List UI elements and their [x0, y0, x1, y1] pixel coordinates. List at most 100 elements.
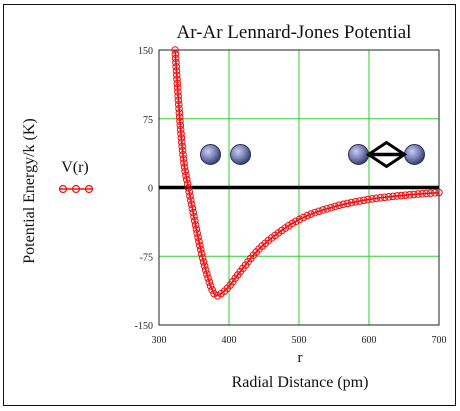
data-point [311, 208, 319, 217]
x-tick-labels: 300 400 500 600 700 [152, 335, 447, 346]
data-point [364, 195, 372, 204]
data-point [393, 192, 401, 200]
data-point [208, 286, 216, 294]
x-axis-label: Radial Distance (pm) [232, 374, 369, 391]
data-point [171, 54, 180, 63]
data-point [200, 262, 209, 270]
data-point [295, 215, 304, 224]
data-point [180, 159, 188, 167]
legend-label-vr: V(r) [61, 159, 89, 176]
data-point [175, 104, 183, 113]
data-point [339, 200, 347, 209]
legend-marker-vr [58, 184, 68, 194]
data-point [181, 167, 189, 176]
data-point [299, 213, 308, 222]
data-point [177, 138, 186, 146]
legend-marker-vr [71, 184, 81, 194]
data-point [175, 109, 184, 117]
y-tick-label: 0 [148, 184, 153, 195]
atom-illustration [200, 140, 425, 169]
data-point [401, 191, 410, 199]
data-point [430, 189, 439, 197]
data-point [177, 134, 186, 142]
data-point [174, 92, 182, 100]
data-point [174, 88, 182, 96]
data-point [335, 201, 343, 210]
data-point [190, 217, 199, 225]
argon-atom [404, 144, 425, 165]
y-tick-label: -75 [140, 252, 153, 263]
legend-marker-vr [84, 184, 94, 194]
data-point [176, 125, 185, 134]
data-point [179, 150, 187, 159]
y-axis-label: Potential Energy/k (K) [21, 118, 38, 263]
data-point [197, 249, 206, 258]
data-point [196, 245, 205, 254]
data-point [355, 197, 364, 205]
data-point [183, 179, 192, 188]
x-tick-label: 500 [292, 335, 307, 346]
data-point [176, 121, 185, 130]
data-point [188, 204, 197, 213]
y-tick-label: 75 [143, 115, 153, 126]
data-point [206, 282, 215, 290]
y-tick-label: 150 [138, 46, 153, 57]
data-point [182, 175, 191, 184]
data-point [185, 188, 194, 196]
data-point [189, 208, 197, 217]
data-point [174, 100, 183, 109]
data-point [303, 211, 311, 220]
data-point [327, 203, 335, 212]
data-point [177, 129, 185, 138]
data-point [418, 189, 426, 198]
data-point [347, 198, 356, 207]
data-point [176, 117, 184, 126]
data-point [172, 67, 181, 75]
data-point [359, 196, 368, 205]
x-tick-label: 300 [152, 335, 167, 346]
argon-atom [200, 144, 221, 165]
data-point [198, 254, 207, 262]
data-point [196, 241, 204, 250]
legend: V(r) [58, 159, 94, 194]
data-point [180, 163, 189, 172]
data-point [173, 83, 182, 92]
data-point [323, 204, 331, 213]
data-point [192, 225, 201, 233]
data-point [410, 190, 418, 199]
y-tick-labels: 150 75 0 -75 -150 [135, 46, 153, 332]
data-point [397, 191, 406, 200]
data-point [178, 146, 187, 155]
x-tick-label: 700 [432, 335, 447, 346]
data-point [414, 190, 422, 198]
data-point [199, 258, 208, 266]
series-line-vr [174, 49, 440, 297]
data-point [380, 193, 389, 202]
data-point [307, 210, 315, 218]
data-point [194, 233, 202, 242]
data-point [171, 50, 180, 58]
data-point [184, 184, 193, 192]
data-point [343, 199, 352, 208]
x-tick-label: 600 [362, 335, 377, 346]
data-point [435, 188, 443, 197]
data-point [422, 189, 431, 198]
argon-atom [348, 144, 369, 165]
data-point [178, 142, 186, 151]
data-point [190, 212, 198, 221]
data-point [292, 217, 300, 226]
data-point [319, 206, 327, 214]
data-point [187, 200, 196, 209]
data-point [203, 270, 211, 278]
y-tick-label: -150 [135, 321, 153, 332]
series-vr [171, 46, 443, 300]
data-point [193, 229, 202, 237]
data-point [351, 197, 360, 206]
data-point [204, 274, 212, 282]
data-point [315, 207, 323, 216]
data-point [389, 192, 397, 201]
data-point [201, 266, 210, 274]
data-point [173, 75, 181, 84]
data-point [173, 79, 182, 88]
data-point [174, 96, 183, 105]
